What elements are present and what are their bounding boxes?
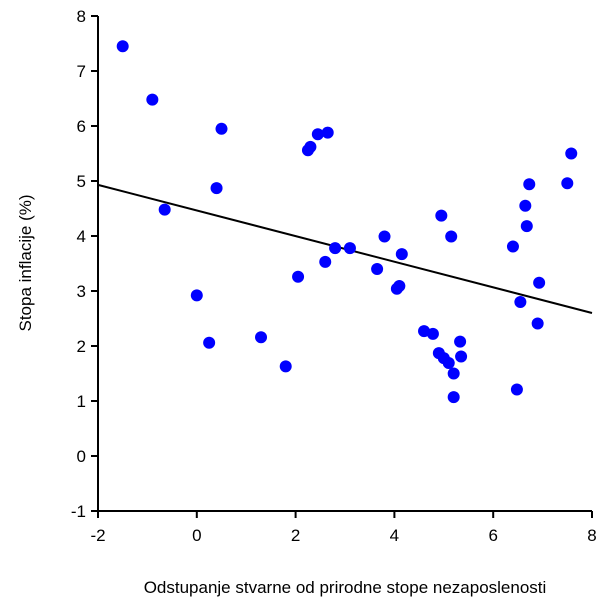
data-point [519, 199, 532, 212]
y-tick-label: 8 [77, 7, 86, 26]
data-point [455, 350, 468, 363]
data-point [523, 178, 536, 191]
data-point [304, 140, 317, 153]
data-point [215, 122, 228, 135]
x-tick-label: 2 [291, 526, 300, 545]
x-axis-ticks: -2 0 2 4 6 8 [90, 511, 597, 545]
data-point [426, 327, 439, 340]
x-tick-label: 8 [587, 526, 596, 545]
data-point [447, 367, 460, 380]
x-tick-label: 6 [488, 526, 497, 545]
data-point [565, 147, 578, 160]
data-point [447, 391, 460, 404]
data-point [343, 242, 356, 255]
data-point [292, 270, 305, 283]
x-tick-label: 0 [192, 526, 201, 545]
data-point [210, 182, 223, 195]
data-point [311, 128, 324, 141]
data-point [514, 296, 527, 308]
data-point [506, 240, 519, 253]
y-tick-label: 4 [77, 227, 86, 246]
x-tick-label: 4 [390, 526, 399, 545]
y-tick-label: 7 [77, 62, 86, 81]
data-point [329, 242, 342, 255]
data-point [378, 230, 391, 243]
data-point [442, 357, 455, 370]
x-tick-label: -2 [90, 526, 105, 545]
data-point [116, 40, 129, 53]
x-axis-title: Odstupanje stvarne od prirodne stope nez… [144, 578, 547, 597]
data-point [319, 255, 332, 268]
data-point [146, 93, 159, 106]
data-point [371, 263, 384, 275]
data-point [255, 331, 268, 344]
data-point [279, 360, 292, 373]
data-point [393, 280, 406, 293]
y-tick-label: 6 [77, 117, 86, 136]
y-tick-label: 5 [77, 172, 86, 191]
y-tick-label: -1 [71, 502, 86, 521]
y-tick-label: 1 [77, 392, 86, 411]
data-point [395, 248, 408, 261]
data-point [203, 336, 216, 349]
y-axis-ticks: -1 0 1 2 3 4 5 6 7 8 [71, 7, 98, 521]
data-point [533, 276, 546, 289]
y-tick-label: 0 [77, 447, 86, 466]
data-point [435, 209, 448, 222]
y-axis-title: Stopa inflacije (%) [16, 194, 35, 331]
data-point [158, 203, 171, 216]
data-point [510, 383, 523, 396]
data-point [561, 177, 574, 190]
data-point [531, 317, 544, 330]
scatter-points [116, 40, 578, 404]
data-point [321, 126, 334, 139]
y-tick-label: 2 [77, 337, 86, 356]
data-point [190, 289, 203, 302]
data-point [454, 335, 467, 348]
y-tick-label: 3 [77, 282, 86, 301]
data-point [520, 220, 533, 233]
data-point [445, 230, 458, 243]
plot-area [97, 16, 592, 512]
